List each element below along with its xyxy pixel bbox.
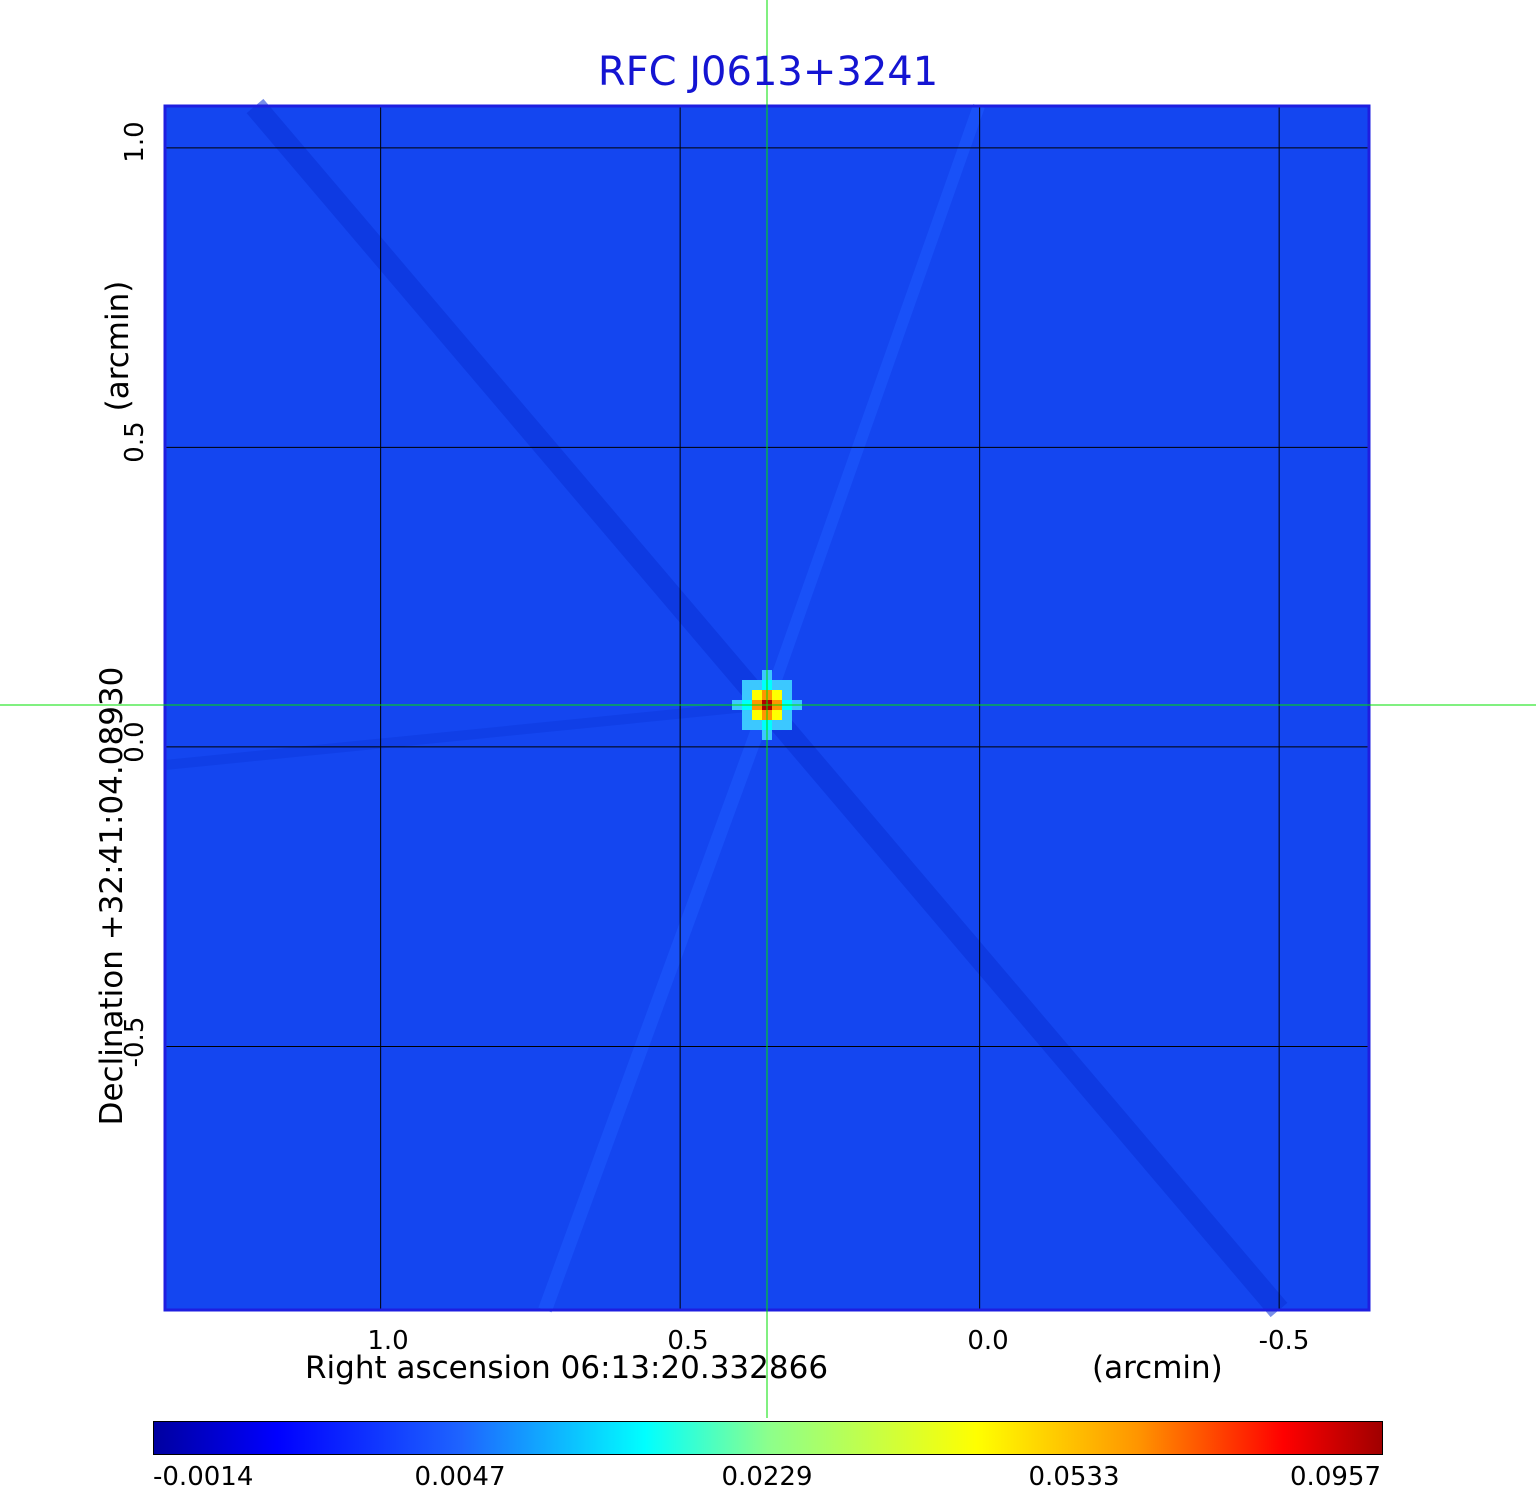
x-axis-unit: (arcmin) [1092,1350,1223,1386]
colorbar-tick-label: 0.0047 [414,1462,506,1492]
source-pixel [772,710,782,721]
source-pixel [742,680,752,691]
colorbar-tick-label: -0.0014 [153,1462,254,1492]
source-pixel [782,680,792,691]
x-tick-label: -0.5 [1258,1326,1310,1356]
colorbar [153,1421,1383,1455]
y-axis-label: Declination +32:41:04.08930 [94,666,130,1126]
source-pixel [742,690,752,701]
psf-streak [761,103,985,708]
source-pixel [752,710,762,721]
source-pixel [742,720,752,731]
x-tick-label: 1.0 [367,1326,409,1356]
colorbar-tick-label: 0.0957 [1290,1462,1381,1492]
x-tick-label: 0.0 [967,1326,1009,1356]
source-pixel [772,720,782,731]
source-pixel [752,720,762,731]
source-pixel [742,710,752,721]
source-pixel [752,680,762,691]
source-pixel [782,720,792,731]
chart-title: RFC J0613+3241 [597,49,939,95]
y-axis-unit: (arcmin) [100,280,136,412]
source-pixel [782,710,792,721]
psf-streak [538,702,774,1313]
source-pixel [772,680,782,691]
source-pixel [772,690,782,701]
x-axis-label: Right ascension 06:13:20.332866 [305,1350,829,1386]
colorbar-tick-label: 0.0533 [1028,1462,1120,1492]
y-tick-label: 1.0 [120,121,150,163]
source-pixel [782,690,792,701]
psf-streak [164,700,768,770]
source-pixel [752,690,762,701]
x-tick-label: 0.5 [667,1326,709,1356]
colorbar-tick-label: 0.0229 [721,1462,813,1492]
